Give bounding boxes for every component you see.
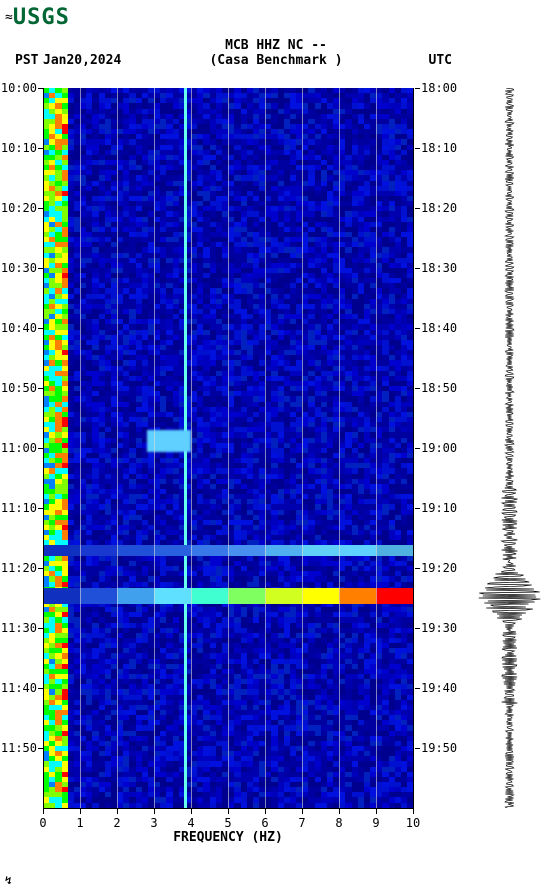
xtick-label: 0 bbox=[39, 816, 46, 830]
axis-border-left bbox=[43, 88, 44, 808]
ytick-label: 19:00 bbox=[421, 441, 457, 455]
ytick-label: 10:00 bbox=[1, 81, 37, 95]
ytick-label: 18:50 bbox=[421, 381, 457, 395]
left-timezone-label: PST bbox=[15, 53, 38, 68]
ytick-label: 18:40 bbox=[421, 321, 457, 335]
y-axis-left: 10:0010:1010:2010:3010:4010:5011:0011:10… bbox=[0, 88, 43, 808]
ytick-label: 10:20 bbox=[1, 201, 37, 215]
xtick-label: 8 bbox=[335, 816, 342, 830]
xtick-label: 6 bbox=[261, 816, 268, 830]
xtick-label: 5 bbox=[224, 816, 231, 830]
ytick-label: 11:30 bbox=[1, 621, 37, 635]
ytick-label: 18:20 bbox=[421, 201, 457, 215]
ytick-label: 18:00 bbox=[421, 81, 457, 95]
ytick-label: 11:50 bbox=[1, 741, 37, 755]
ytick-label: 18:10 bbox=[421, 141, 457, 155]
ytick-label: 10:40 bbox=[1, 321, 37, 335]
ytick-label: 18:30 bbox=[421, 261, 457, 275]
spectrogram-heatmap bbox=[43, 88, 413, 808]
ytick-label: 10:50 bbox=[1, 381, 37, 395]
ytick-label: 11:00 bbox=[1, 441, 37, 455]
ytick-label: 11:40 bbox=[1, 681, 37, 695]
xtick-label: 3 bbox=[150, 816, 157, 830]
x-axis-label: FREQUENCY (HZ) bbox=[43, 830, 413, 845]
ytick-label: 10:30 bbox=[1, 261, 37, 275]
ytick-label: 19:40 bbox=[421, 681, 457, 695]
usgs-logo-mark: ≈ bbox=[5, 10, 13, 25]
xtick-label: 4 bbox=[187, 816, 194, 830]
ytick-label: 19:10 bbox=[421, 501, 457, 515]
station-line: MCB HHZ NC -- bbox=[0, 38, 552, 53]
y-axis-right: 18:0018:1018:2018:3018:4018:5019:0019:10… bbox=[415, 88, 465, 808]
ytick-label: 19:50 bbox=[421, 741, 457, 755]
right-timezone-label: UTC bbox=[429, 53, 452, 68]
ytick-label: 11:20 bbox=[1, 561, 37, 575]
xtick-label: 9 bbox=[372, 816, 379, 830]
usgs-logo: ≈ USGS bbox=[5, 5, 70, 30]
ytick-label: 11:10 bbox=[1, 501, 37, 515]
ytick-label: 19:30 bbox=[421, 621, 457, 635]
xtick-label: 10 bbox=[406, 816, 420, 830]
ytick-label: 10:10 bbox=[1, 141, 37, 155]
ytick-label: 19:20 bbox=[421, 561, 457, 575]
xtick-label: 2 bbox=[113, 816, 120, 830]
footer-glyph: ↯ bbox=[5, 874, 12, 887]
spectrogram-plot bbox=[43, 88, 413, 808]
xtick-label: 1 bbox=[76, 816, 83, 830]
date-label: Jan20,2024 bbox=[43, 53, 121, 68]
waveform-trace bbox=[472, 88, 547, 808]
usgs-logo-text: USGS bbox=[13, 5, 70, 30]
axis-border-right bbox=[413, 88, 414, 808]
xtick-label: 7 bbox=[298, 816, 305, 830]
